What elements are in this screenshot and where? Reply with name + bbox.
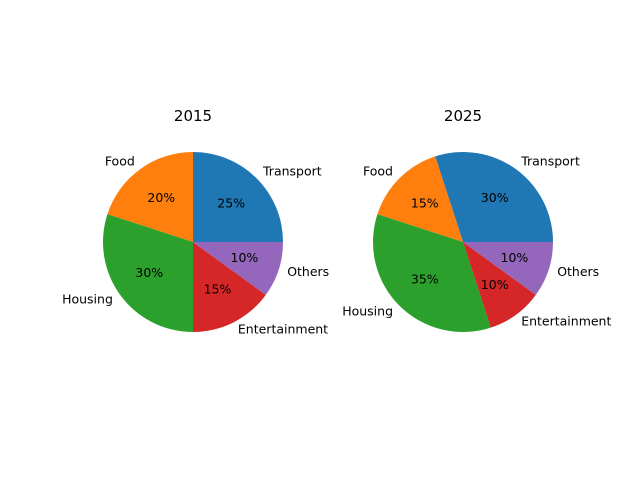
slice-percent-label: 10% — [481, 277, 509, 292]
slice-percent-label: 10% — [501, 250, 529, 265]
slice-percent-label: 15% — [204, 282, 232, 297]
pie-slice — [463, 242, 536, 328]
slice-category-label: Others — [287, 264, 329, 279]
slice-category-label: Housing — [62, 292, 113, 307]
slice-category-label: Food — [363, 164, 393, 179]
pie-slice — [102, 214, 193, 332]
slice-percent-label: 15% — [411, 195, 439, 210]
slice-category-label: Transport — [520, 153, 580, 168]
pie-2025: 2025 Transport 30% Food 15% Housing 35% Entert… — [342, 107, 611, 333]
slice-percent-label: 30% — [135, 265, 163, 280]
pie-2015: 2015 Transport 25% Food 20% Housing 30% Entert… — [62, 107, 329, 337]
chart-title: 2015 — [174, 107, 212, 125]
pie-slice — [463, 242, 553, 295]
pie-slice — [372, 214, 491, 333]
pie-slice — [193, 242, 283, 295]
slice-percent-label: 35% — [411, 272, 439, 287]
slice-category-label: Entertainment — [238, 322, 328, 337]
slice-percent-label: 10% — [231, 250, 259, 265]
slice-percent-label: 20% — [147, 190, 175, 205]
slice-percent-label: 25% — [217, 195, 245, 210]
slice-percent-label: 30% — [481, 190, 509, 205]
pie-slice — [377, 156, 463, 242]
pie-slice — [435, 151, 553, 242]
slice-category-label: Entertainment — [521, 314, 611, 329]
slice-category-label: Food — [105, 153, 135, 168]
slice-category-label: Housing — [342, 304, 393, 319]
slice-category-label: Others — [557, 264, 599, 279]
pie-slice — [193, 152, 283, 242]
pie-slice — [193, 242, 266, 332]
pie-slice — [107, 152, 193, 242]
chart-title: 2025 — [444, 107, 482, 125]
slice-category-label: Transport — [262, 164, 322, 179]
